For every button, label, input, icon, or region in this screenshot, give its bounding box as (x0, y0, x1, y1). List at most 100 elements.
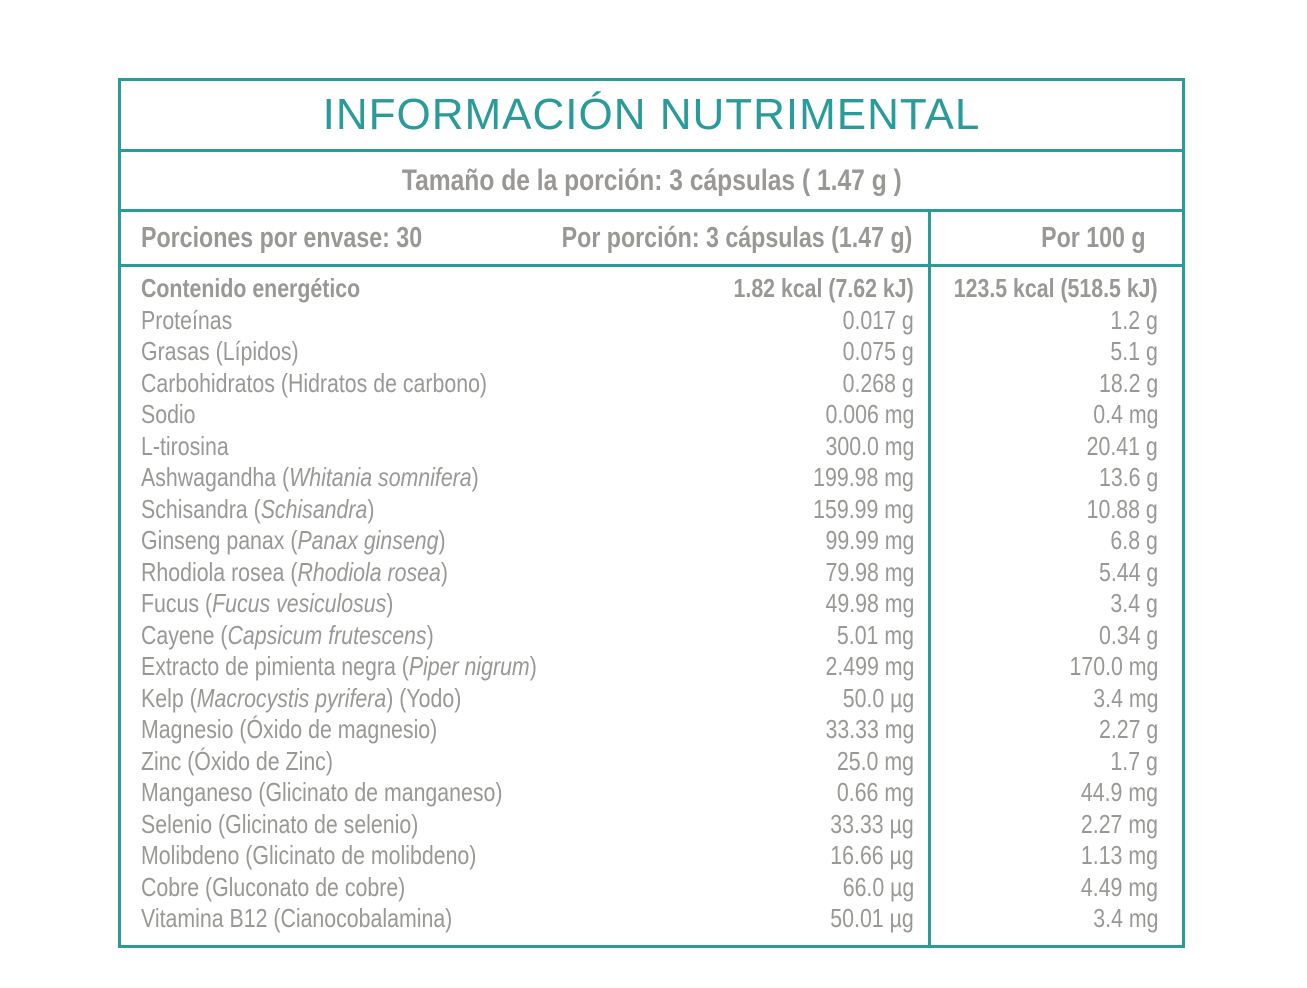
nutrient-name: Zinc (Óxido de Zinc) (141, 745, 333, 776)
per-serving-header: Por porción: 3 cápsulas (1.47 g) (561, 222, 912, 254)
per-100g-header: Por 100 g (1041, 222, 1146, 254)
nutrient-name: Sodio (141, 399, 196, 429)
table-row: Extracto de pimienta negra (Piper nigrum… (121, 651, 1182, 683)
per-serving-value: 159.99 mg (813, 493, 914, 524)
per-100g-value: 44.9 mg (1080, 777, 1158, 807)
table-row: Ginseng panax (Panax ginseng) 99.99 mg 6.8… (121, 525, 1182, 557)
table-row: Fucus (Fucus vesiculosus) 49.98 mg 3.4 g (121, 588, 1182, 620)
latin-name: Capsicum frutescens (227, 619, 427, 650)
table-row: Schisandra (Schisandra) 159.99 mg 10.88 g (121, 494, 1182, 526)
table-row: Grasas (Lípidos) 0.075 g 5.1 g (121, 336, 1182, 368)
per-100g-value: 170.0 mg (1069, 651, 1158, 681)
per-serving-value: 2.499 mg (825, 651, 914, 681)
latin-name: Rhodiola rosea (297, 556, 441, 587)
per-serving-value: 199.98 mg (813, 462, 914, 492)
latin-name: Whitania somnifera (289, 462, 472, 492)
per-100g-value: 20.41 g (1086, 430, 1158, 461)
per-serving-value: 16.66 µg (830, 840, 914, 870)
per-100g-value: 5.1 g (1110, 336, 1158, 366)
nutrient-name: Contenido energético (141, 273, 361, 303)
per-100g-value: 13.6 g (1098, 462, 1158, 492)
per-serving-value: 99.99 mg (825, 525, 914, 555)
table-row: Carbohidratos (Hidratos de carbono) 0.268… (121, 368, 1182, 400)
per-100g-value: 2.27 g (1098, 714, 1158, 744)
nutrient-name: Ginseng panax (Panax ginseng) (141, 525, 446, 555)
per-100g-value: 3.4 g (1110, 588, 1158, 618)
table-row: Manganeso (Glicinato de manganeso) 0.66 m… (121, 777, 1182, 809)
table-title: INFORMACIÓN NUTRIMENTAL (322, 90, 981, 139)
nutrient-name: Schisandra (Schisandra) (141, 493, 375, 524)
per-serving-value: 0.017 g (842, 304, 914, 335)
per-100g-value: 5.44 g (1098, 556, 1158, 587)
nutrient-name: Ashwagandha (Whitania somnifera) (141, 462, 479, 492)
per-serving-value: 1.82 kcal (7.62 kJ) (733, 273, 914, 303)
per-100g-value: 1.2 g (1110, 304, 1158, 335)
nutrient-name: Manganeso (Glicinato de manganeso) (141, 777, 503, 807)
table-row: Cayene (Capsicum frutescens) 5.01 mg 0.34 … (121, 620, 1182, 652)
latin-name: Piper nigrum (408, 651, 530, 681)
per-serving-value: 33.33 mg (825, 714, 914, 744)
nutrient-name: L-tirosina (141, 430, 229, 461)
latin-name: Fucus vesiculosus (212, 588, 387, 618)
nutrient-name: Molibdeno (Glicinato de molibdeno) (141, 840, 477, 870)
nutrient-name: Cayene (Capsicum frutescens) (141, 619, 434, 650)
nutrient-name: Fucus (Fucus vesiculosus) (141, 588, 394, 618)
nutrition-facts-table: INFORMACIÓN NUTRIMENTAL Tamaño de la por… (118, 78, 1185, 948)
nutrient-name: Cobre (Gluconato de cobre) (141, 871, 406, 902)
per-100g-value: 0.34 g (1098, 619, 1158, 650)
nutrient-name: Vitamina B12 (Cianocobalamina) (141, 903, 453, 933)
table-row: Proteínas 0.017 g 1.2 g (121, 305, 1182, 337)
per-100g-value: 1.13 mg (1080, 840, 1158, 870)
per-serving-value: 79.98 mg (825, 556, 914, 587)
nutrient-name: Rhodiola rosea (Rhodiola rosea) (141, 556, 448, 587)
nutrient-name: Kelp (Macrocystis pyrifera) (Yodo) (141, 682, 462, 713)
per-100g-value: 18.2 g (1098, 367, 1158, 398)
per-100g-value: 3.4 mg (1092, 903, 1158, 933)
column-divider (928, 212, 931, 945)
table-row: Ashwagandha (Whitania somnifera) 199.98 m… (121, 462, 1182, 494)
per-serving-value: 0.66 mg (836, 777, 914, 807)
table-row: Molibdeno (Glicinato de molibdeno) 16.66 … (121, 840, 1182, 872)
nutrient-name: Selenio (Glicinato de selenio) (141, 808, 419, 839)
per-serving-value: 50.01 µg (830, 903, 914, 933)
per-serving-value: 50.0 µg (842, 682, 914, 713)
per-100g-value: 2.27 mg (1080, 808, 1158, 839)
nutrient-name: Proteínas (141, 304, 233, 335)
nutrient-name: Magnesio (Óxido de magnesio) (141, 714, 438, 744)
per-100g-value: 3.4 mg (1092, 682, 1158, 713)
nutrient-list: Contenido energético 1.82 kcal (7.62 kJ) 1… (121, 273, 1182, 935)
table-row: Kelp (Macrocystis pyrifera) (Yodo) 50.0 µ… (121, 683, 1182, 715)
servings-per-container: Porciones por envase: 30 (141, 222, 423, 254)
serving-size-row: Tamaño de la porción: 3 cápsulas ( 1.47 … (121, 152, 1182, 212)
column-header-row: Porciones por envase: 30 Por porción: 3 … (121, 212, 1182, 267)
table-row: Vitamina B12 (Cianocobalamina) 50.01 µg 3.… (121, 903, 1182, 935)
per-serving-value: 300.0 mg (825, 430, 914, 461)
nutrient-name: Grasas (Lípidos) (141, 336, 299, 366)
table-row: L-tirosina 300.0 mg 20.41 g (121, 431, 1182, 463)
table-row: Magnesio (Óxido de magnesio) 33.33 mg 2.27… (121, 714, 1182, 746)
nutrient-name: Extracto de pimienta negra (Piper nigrum… (141, 651, 537, 681)
serving-size: Tamaño de la porción: 3 cápsulas ( 1.47 … (401, 163, 902, 197)
per-serving-value: 5.01 mg (836, 619, 914, 650)
table-row: Cobre (Gluconato de cobre) 66.0 µg 4.49 mg (121, 872, 1182, 904)
per-100g-value: 0.4 mg (1092, 399, 1158, 429)
per-serving-value: 66.0 µg (842, 871, 914, 902)
per-serving-value: 33.33 µg (830, 808, 914, 839)
per-serving-value: 0.006 mg (825, 399, 914, 429)
table-row: Contenido energético 1.82 kcal (7.62 kJ) 1… (121, 273, 1182, 305)
latin-name: Schisandra (260, 493, 368, 524)
title-row: INFORMACIÓN NUTRIMENTAL (121, 81, 1182, 152)
table-row: Rhodiola rosea (Rhodiola rosea) 79.98 mg 5… (121, 557, 1182, 589)
latin-name: Macrocystis pyrifera (196, 682, 387, 713)
per-100g-value: 1.7 g (1110, 745, 1158, 776)
per-100g-value: 6.8 g (1110, 525, 1158, 555)
per-100g-value: 4.49 mg (1080, 871, 1158, 902)
per-serving-value: 0.268 g (842, 367, 914, 398)
per-serving-value: 49.98 mg (825, 588, 914, 618)
per-100g-value: 10.88 g (1086, 493, 1158, 524)
table-row: Zinc (Óxido de Zinc) 25.0 mg 1.7 g (121, 746, 1182, 778)
table-row: Selenio (Glicinato de selenio) 33.33 µg 2.… (121, 809, 1182, 841)
nutrient-name: Carbohidratos (Hidratos de carbono) (141, 367, 488, 398)
per-serving-value: 25.0 mg (836, 745, 914, 776)
latin-name: Panax ginseng (297, 525, 439, 555)
